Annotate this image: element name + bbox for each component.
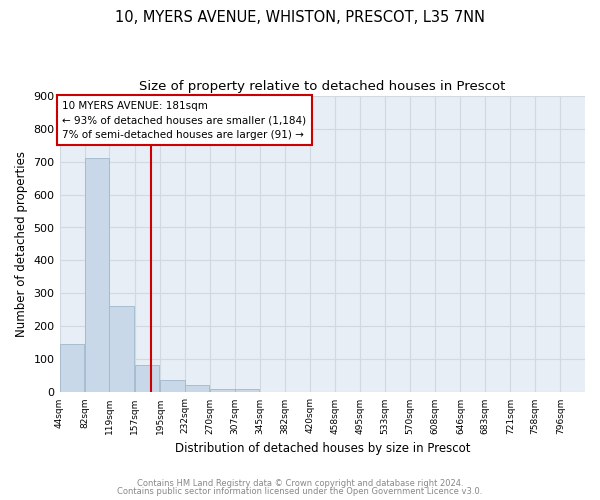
Bar [185, 385, 209, 392]
X-axis label: Distribution of detached houses by size in Prescot: Distribution of detached houses by size … [175, 442, 470, 455]
Text: Contains public sector information licensed under the Open Government Licence v3: Contains public sector information licen… [118, 487, 482, 496]
Bar [59, 344, 84, 392]
Text: Contains HM Land Registry data © Crown copyright and database right 2024.: Contains HM Land Registry data © Crown c… [137, 478, 463, 488]
Text: 10 MYERS AVENUE: 181sqm
← 93% of detached houses are smaller (1,184)
7% of semi-: 10 MYERS AVENUE: 181sqm ← 93% of detache… [62, 100, 307, 140]
Bar [109, 306, 134, 392]
Text: 10, MYERS AVENUE, WHISTON, PRESCOT, L35 7NN: 10, MYERS AVENUE, WHISTON, PRESCOT, L35 … [115, 10, 485, 25]
Bar [160, 380, 185, 392]
Bar [135, 365, 160, 392]
Bar [85, 158, 109, 392]
Y-axis label: Number of detached properties: Number of detached properties [15, 151, 28, 337]
Bar [235, 389, 259, 392]
Bar [210, 389, 235, 392]
Title: Size of property relative to detached houses in Prescot: Size of property relative to detached ho… [139, 80, 505, 93]
